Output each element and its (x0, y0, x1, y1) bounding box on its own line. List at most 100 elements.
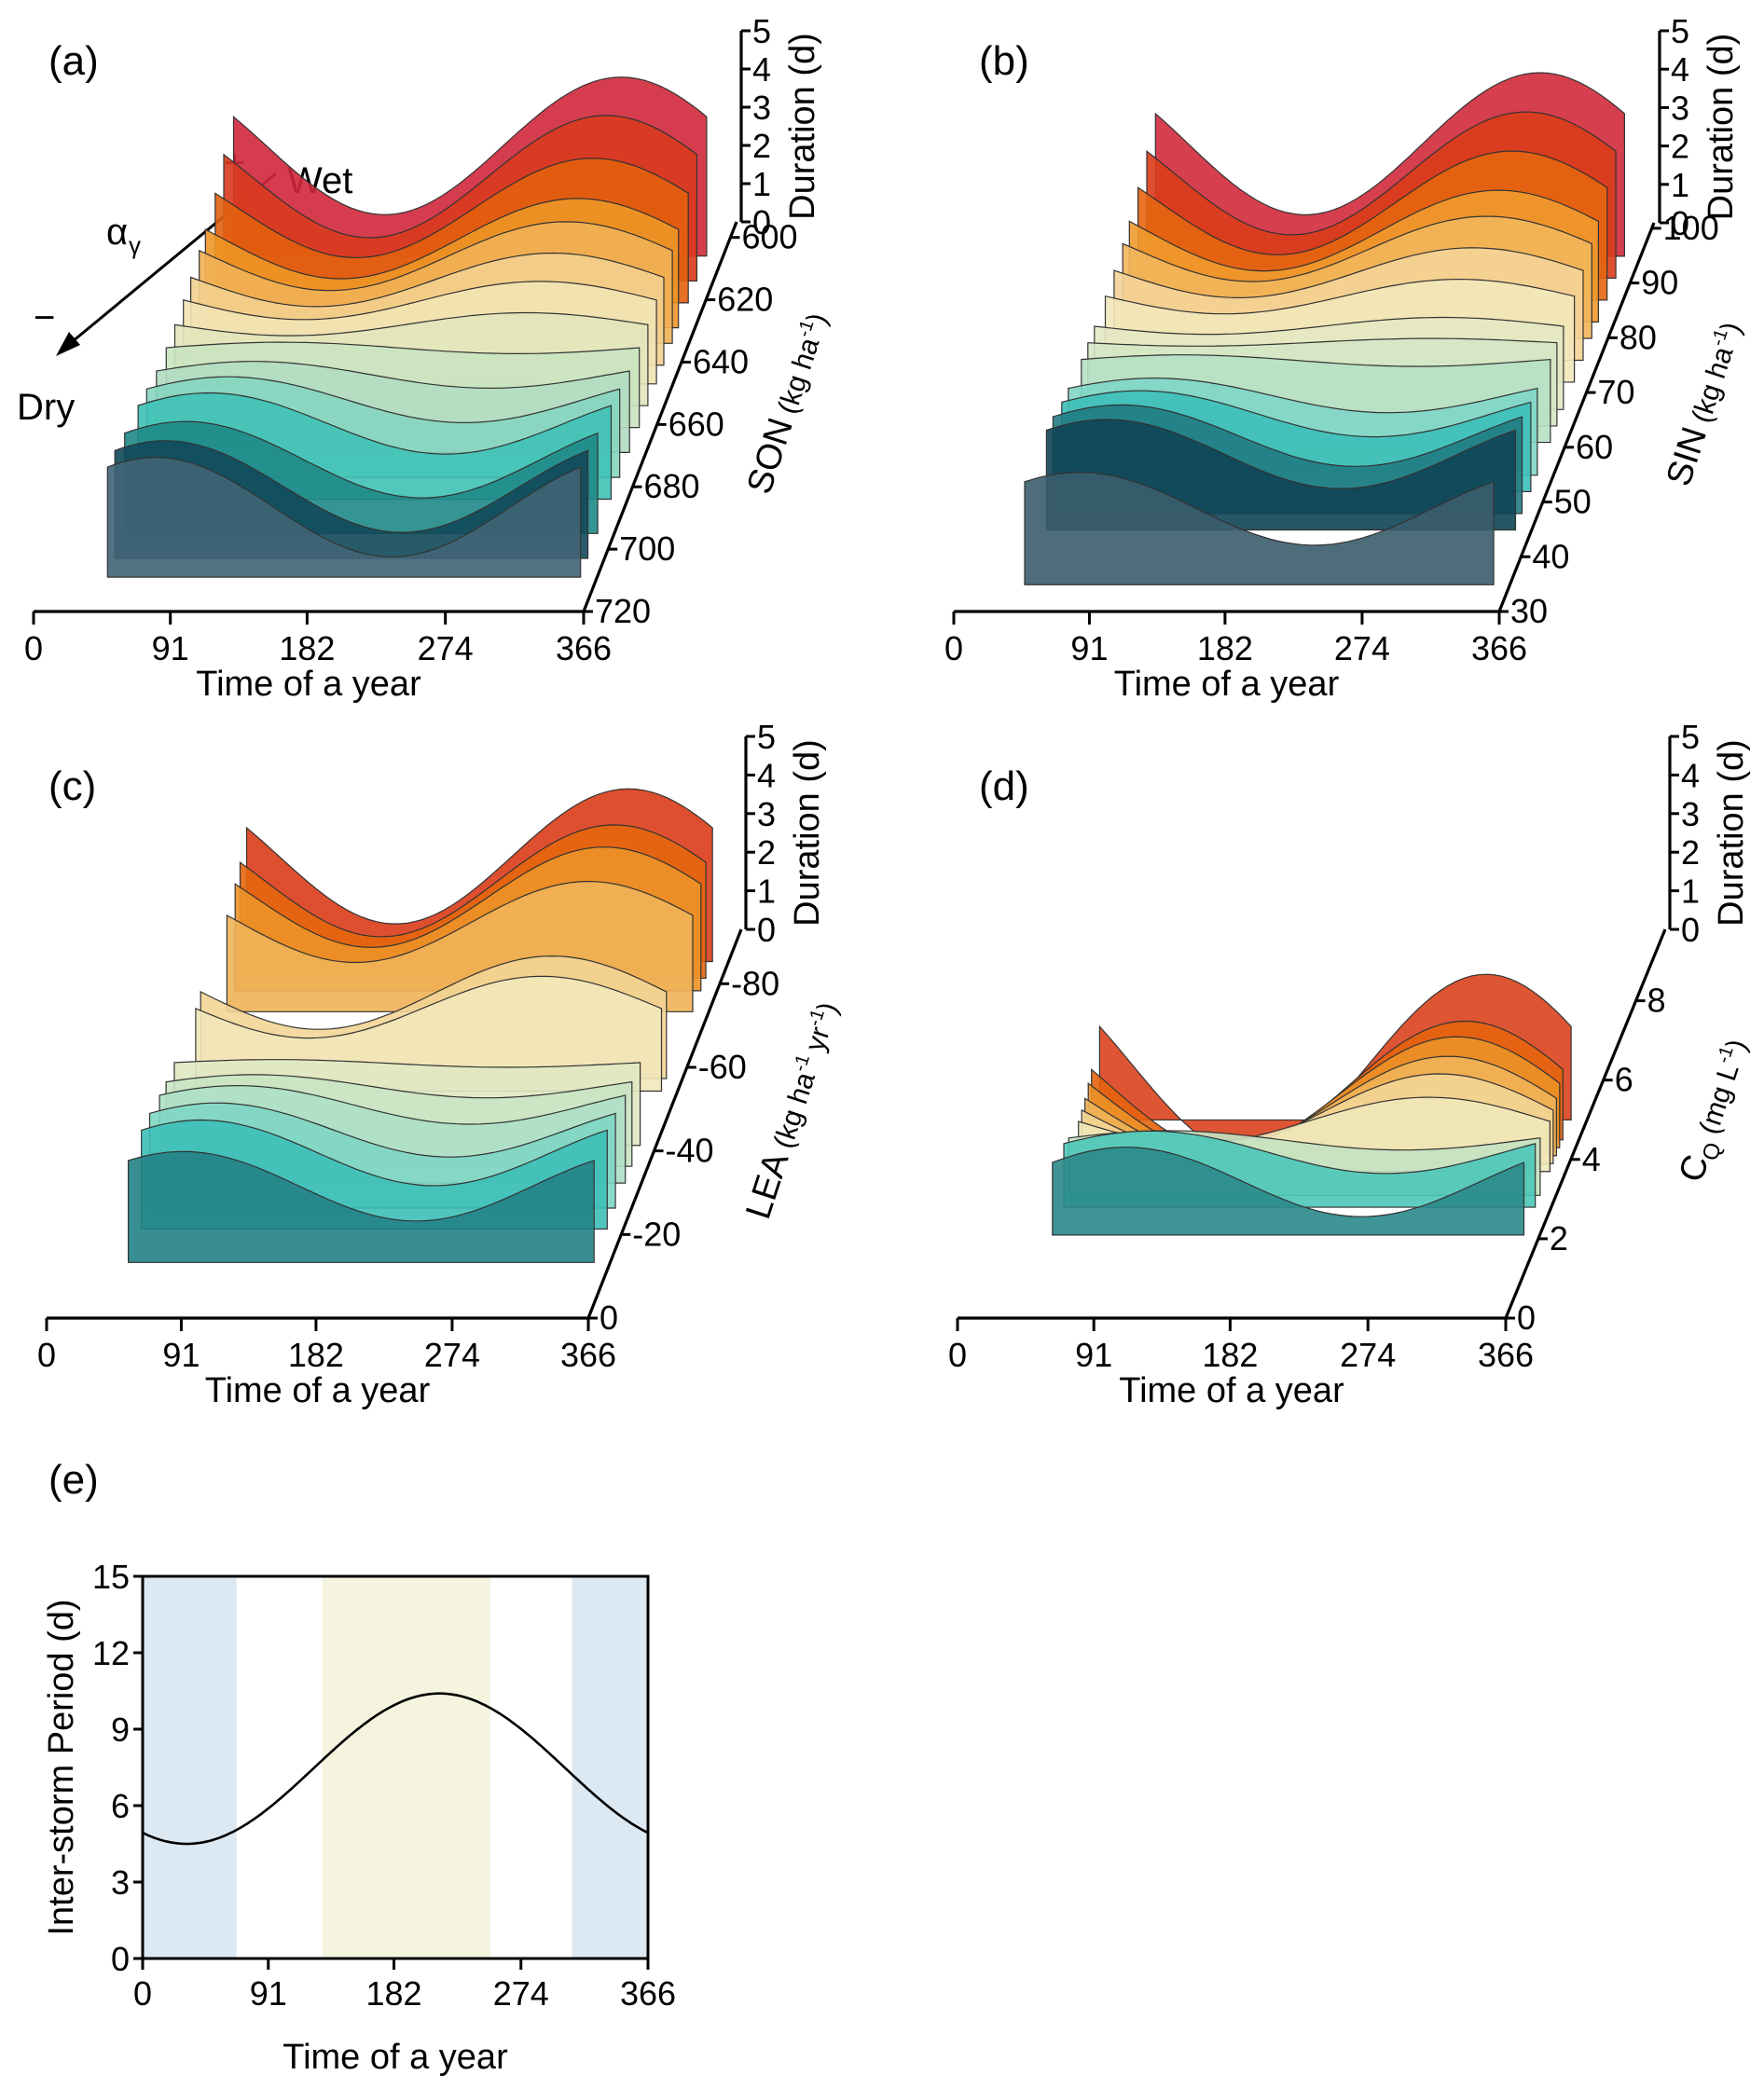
y-axis-title: Inter-storm Period (d) (42, 1599, 81, 1935)
ridge-layers (106, 76, 708, 578)
z-tick-label: 0 (599, 1299, 618, 1337)
y-tick-label: 6 (111, 1787, 130, 1825)
duration-tick-label: 2 (1671, 128, 1689, 166)
x-tick-label: 274 (493, 1974, 549, 2013)
x-axis-title: Time of a year (205, 1371, 431, 1410)
duration-axis-title: Duration (d) (1702, 34, 1741, 221)
ridge-layers (1024, 72, 1625, 585)
z-axis-line (586, 928, 743, 1319)
x-tick-label: 366 (620, 1974, 676, 2013)
z-tick-label: 50 (1554, 483, 1592, 521)
duration-tick-label: 5 (757, 718, 776, 756)
x-tick-label: 0 (948, 1336, 967, 1374)
duration-tick-label: 1 (757, 873, 776, 911)
duration-tick-label: 1 (1681, 873, 1700, 911)
x-tick-label: 182 (279, 629, 335, 667)
z-axis-name: SON (740, 414, 801, 499)
x-tick-label: 182 (1202, 1336, 1258, 1374)
duration-tick-label: 0 (1671, 204, 1689, 242)
z-tick-label: 2 (1550, 1219, 1568, 1258)
duration-tick-label: 3 (1671, 89, 1689, 127)
ridge-layers (128, 788, 713, 1263)
z-axis-unit: (kg ha (770, 334, 826, 425)
duration-tick-label: 1 (1671, 166, 1689, 204)
x-tick-label: 366 (1478, 1336, 1534, 1374)
z-tick-label: -80 (731, 964, 779, 1002)
z-tick-label: 30 (1510, 592, 1548, 630)
panel-e: 0 91 182 274 366 0 3 6 9 12 15 Time of a year Inter-… (42, 1558, 676, 2077)
z-axis-unit: (mg L (1691, 1060, 1745, 1145)
duration-tick-label: 5 (752, 12, 771, 50)
z-axis-name: LEA (738, 1148, 796, 1224)
inter-storm-line (142, 1692, 649, 1846)
duration-tick-label: 3 (757, 795, 776, 833)
x-tick-label: 91 (162, 1336, 200, 1374)
z-axis-title: SON (kg ha-1) (740, 308, 835, 499)
z-axis-unit-sup: -1 (1707, 326, 1731, 349)
x-tick-label: 274 (1334, 629, 1390, 667)
x-tick-label: 182 (365, 1974, 421, 2013)
z-axis-line (582, 221, 738, 612)
z-tick-label: 8 (1647, 982, 1666, 1020)
z-tick-label: 640 (693, 342, 749, 380)
z-tick-label: 4 (1582, 1140, 1601, 1178)
x-tick-label: 182 (1197, 629, 1253, 667)
z-axis-title: CQ (mg L-1) (1672, 1034, 1759, 1189)
duration-tick-label: 4 (757, 756, 776, 794)
z-axis-unit: (kg ha (1684, 343, 1740, 434)
alpha-symbol: α (106, 212, 128, 253)
duration-tick-label: 2 (752, 127, 771, 165)
panel-label-c: (c) (48, 763, 96, 809)
panel-label-a: (a) (48, 38, 99, 84)
y-tick-label: 9 (111, 1711, 130, 1749)
z-tick-label: 90 (1641, 264, 1678, 302)
ridge-layer-14 (106, 457, 582, 578)
x-tick-label: 0 (133, 1974, 152, 2013)
z-tick-label: 40 (1532, 537, 1569, 575)
z-tick-label: 700 (619, 529, 675, 568)
x-tick-label: 91 (1075, 1336, 1112, 1374)
duration-tick-label: 4 (752, 50, 771, 89)
duration-tick-label: 5 (1671, 12, 1689, 50)
panel-label-b: (b) (979, 38, 1029, 84)
z-tick-label: 60 (1576, 428, 1613, 466)
z-tick-label: 100 (1663, 209, 1719, 247)
duration-tick-label: 0 (752, 203, 771, 241)
duration-tick-label: 4 (1681, 756, 1700, 794)
duration-tick-label: 2 (1681, 833, 1700, 872)
x-tick-label: 182 (288, 1336, 344, 1374)
alpha-gamma-annotation: + − Wet Dry α γ (17, 143, 352, 428)
x-tick-label: 0 (944, 629, 963, 667)
x-tick-label: 0 (24, 629, 43, 667)
dry-label: Dry (17, 387, 75, 428)
x-axis-title: Time of a year (1119, 1371, 1344, 1410)
x-tick-label: 0 (37, 1336, 56, 1374)
duration-tick-label: 0 (757, 911, 776, 949)
z-tick-label: 720 (595, 592, 651, 630)
x-tick-label: 91 (152, 629, 189, 667)
season-band-wet-season (572, 1576, 648, 1958)
z-axis-unit-sup: -1 (1713, 1044, 1737, 1066)
x-tick-label: 91 (1070, 629, 1108, 667)
z-axis-line (1504, 928, 1667, 1319)
ridge-layer-14 (1024, 471, 1495, 585)
x-tick-label: 366 (560, 1336, 616, 1374)
duration-tick-label: 3 (752, 89, 771, 127)
z-tick-label: 620 (717, 281, 773, 319)
z-axis-title: LEA (kg ha-1 yr-1) (738, 996, 846, 1224)
season-band-dry-season (322, 1576, 491, 1958)
x-tick-label: 274 (418, 629, 474, 667)
panel-label-e: (e) (48, 1457, 99, 1503)
z-tick-label: 80 (1619, 318, 1657, 356)
duration-tick-label: 3 (1681, 795, 1700, 833)
duration-tick-label: 5 (1681, 718, 1700, 756)
panel-label-d: (d) (979, 763, 1029, 809)
alpha-subscript: γ (129, 231, 141, 259)
arrow-head-icon (56, 332, 80, 356)
z-tick-label: 680 (643, 467, 699, 505)
z-tick-label: -60 (698, 1048, 747, 1086)
duration-axis-title: Duration (d) (788, 739, 827, 927)
duration-tick-label: 0 (1681, 911, 1700, 949)
